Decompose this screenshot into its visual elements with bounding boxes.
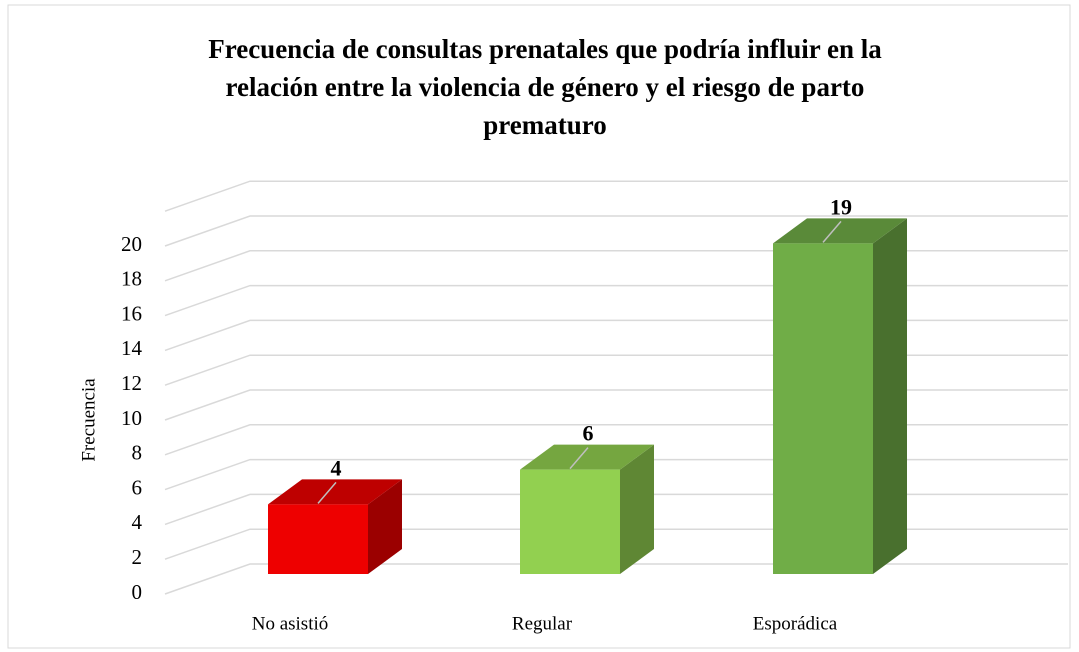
leader-line xyxy=(317,481,337,504)
data-label: 19 xyxy=(830,194,852,219)
bar-front xyxy=(268,504,368,574)
y-tick-label: 0 xyxy=(132,580,143,604)
data-label: 4 xyxy=(331,455,342,480)
leader-line xyxy=(569,447,589,470)
chart-title: Frecuencia de consultas prenatales que p… xyxy=(208,34,882,64)
grid-line xyxy=(164,180,1068,212)
bar-top xyxy=(773,218,907,244)
y-tick-label: 6 xyxy=(132,475,143,499)
y-tick-label: 8 xyxy=(132,441,143,465)
bar xyxy=(520,444,654,574)
grid-line xyxy=(164,215,1068,247)
x-tick-label: Esporádica xyxy=(753,613,838,634)
y-tick-label: 18 xyxy=(121,267,142,291)
y-tick-label: 10 xyxy=(121,406,142,430)
bar-front xyxy=(520,469,620,574)
y-tick-label: 12 xyxy=(121,371,142,395)
bar-side xyxy=(368,479,402,574)
bar xyxy=(268,479,402,574)
bar-top xyxy=(520,444,654,470)
leader-line xyxy=(822,220,842,243)
bar xyxy=(773,218,907,574)
y-axis-title: Frecuencia xyxy=(78,378,99,462)
y-tick-label: 2 xyxy=(132,545,143,569)
bar-top xyxy=(268,479,402,505)
y-tick-label: 14 xyxy=(121,336,143,360)
x-tick-label: No asistió xyxy=(252,613,329,634)
y-tick-label: 20 xyxy=(121,232,142,256)
x-tick-label: Regular xyxy=(512,613,573,634)
y-tick-label: 4 xyxy=(132,510,143,534)
chart-title: relación entre la violencia de género y … xyxy=(226,72,865,102)
y-tick-label: 16 xyxy=(121,301,142,325)
data-label: 6 xyxy=(583,421,594,446)
bar-front xyxy=(773,243,873,574)
bar-side xyxy=(873,218,907,574)
chart-title: prematuro xyxy=(483,110,607,140)
bar-side xyxy=(620,444,654,574)
